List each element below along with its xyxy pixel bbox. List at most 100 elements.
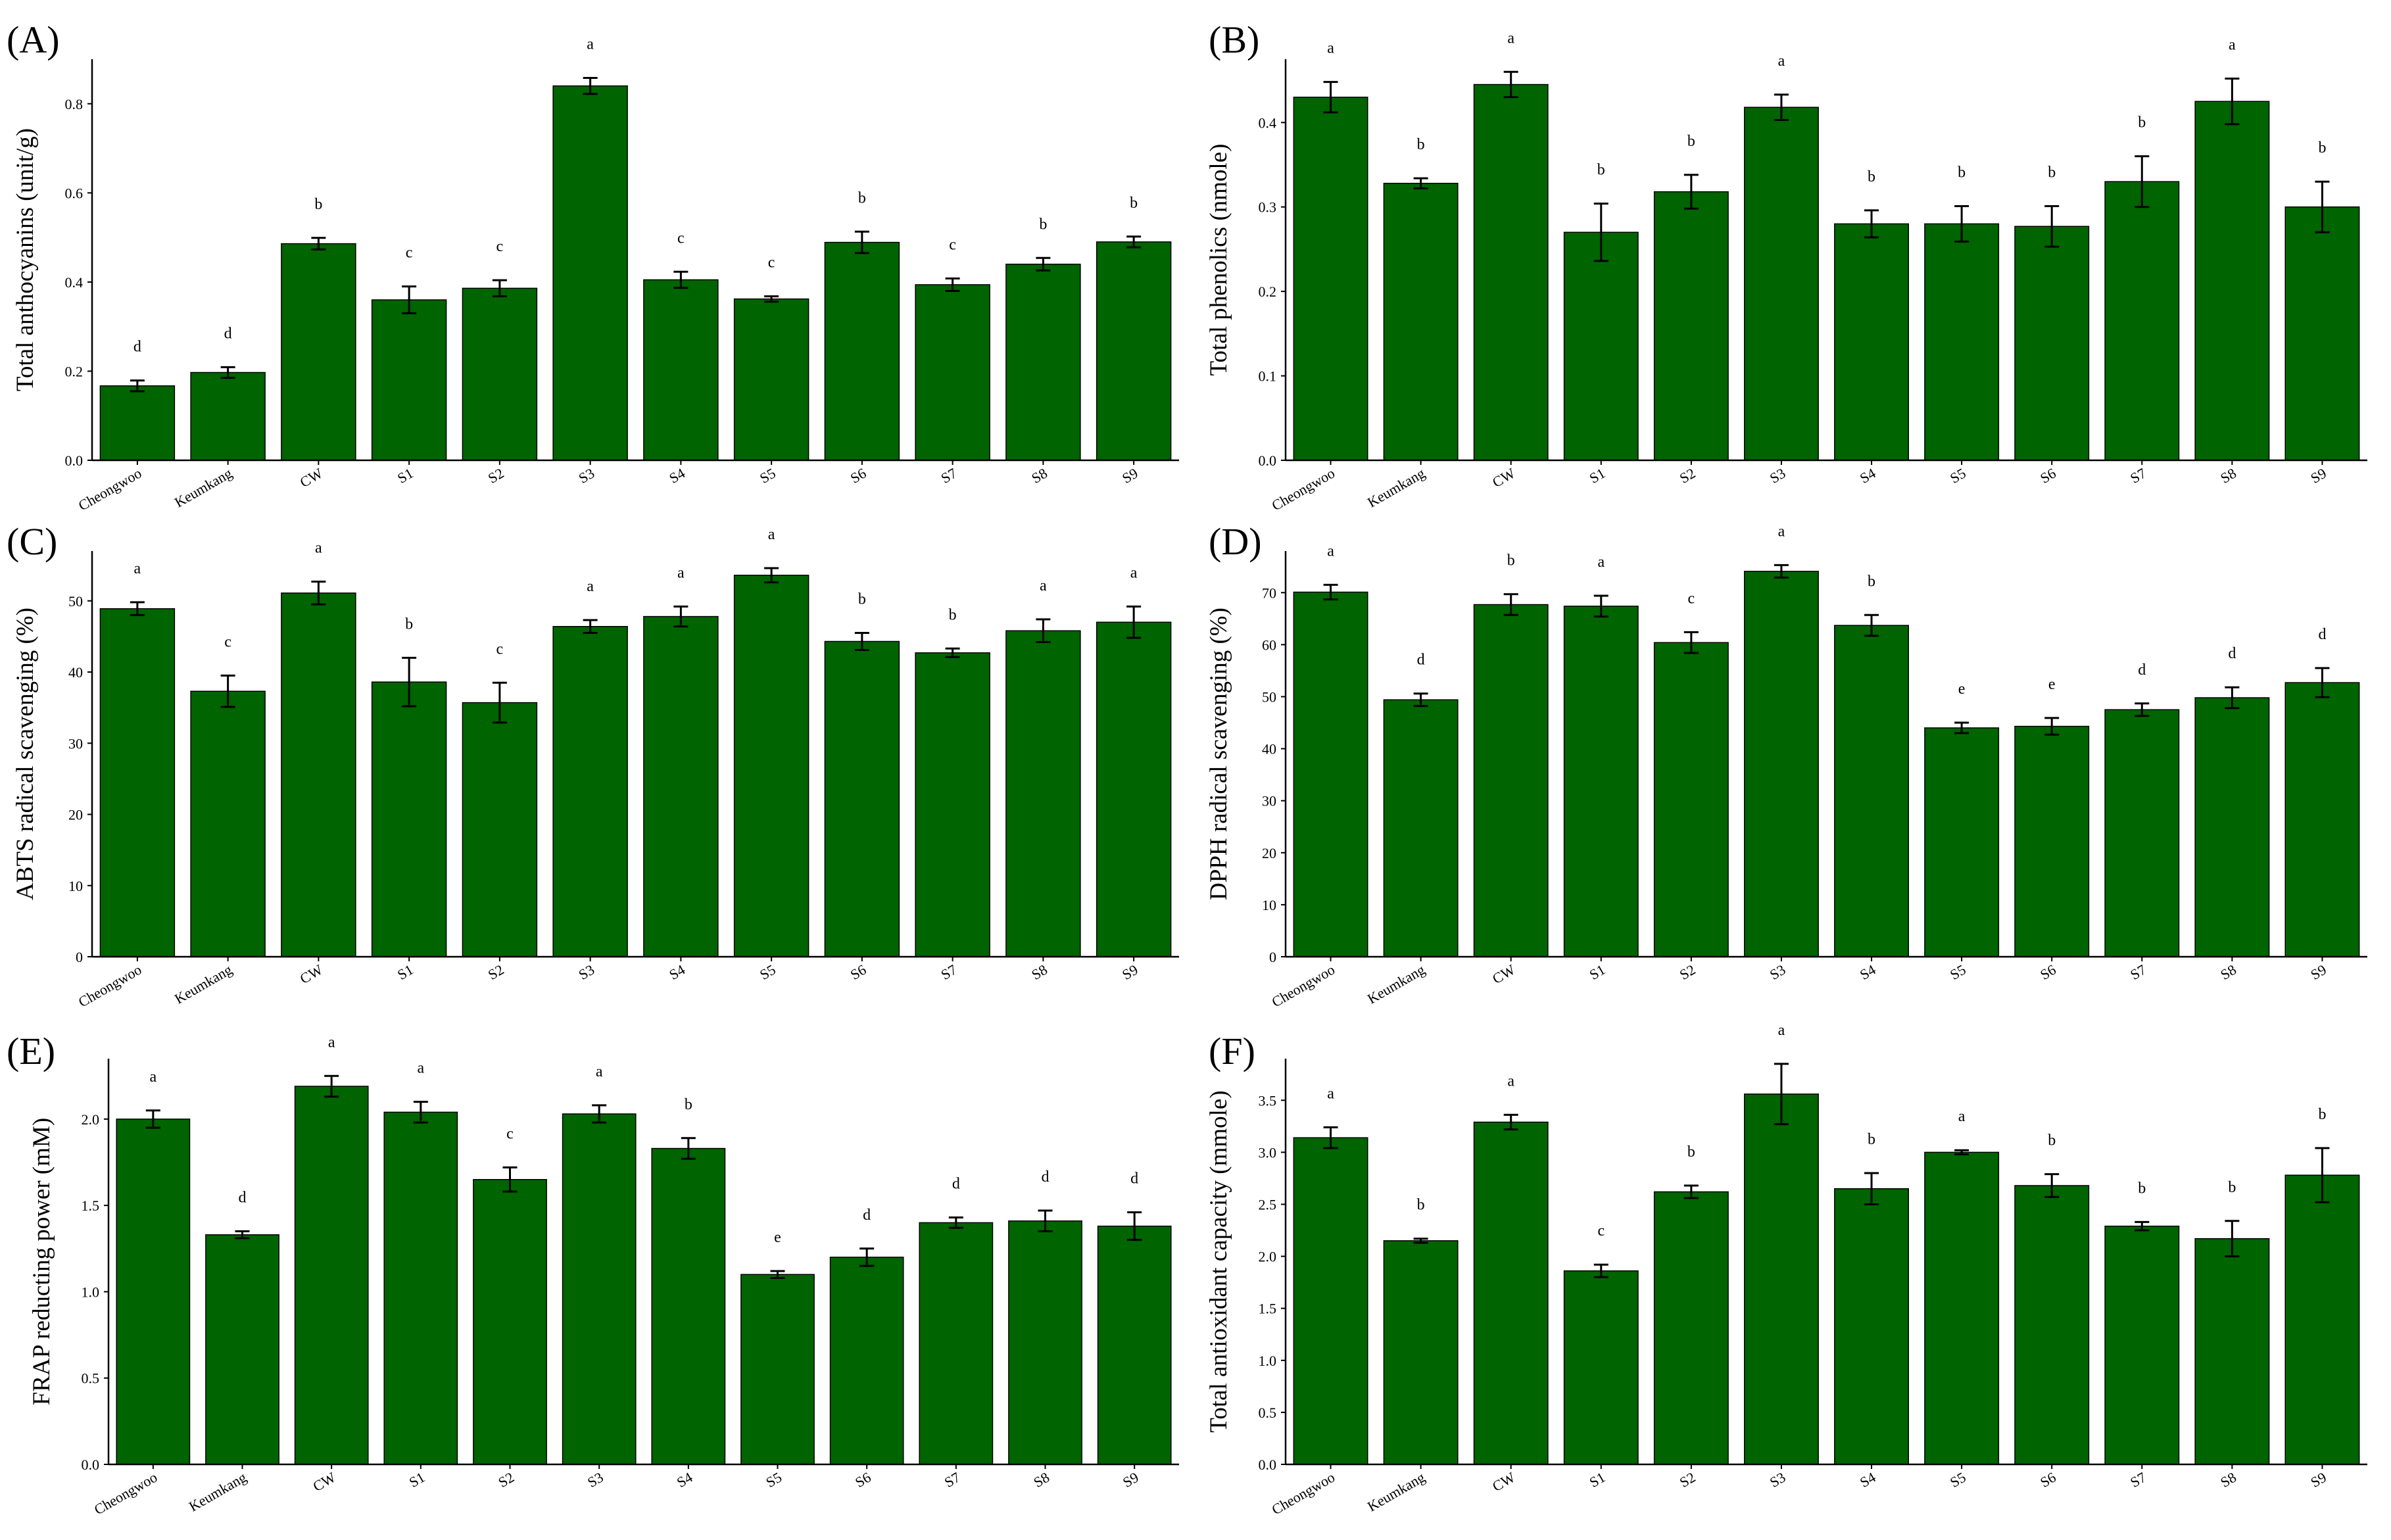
y-tick-label: 30	[68, 735, 83, 752]
error-bar	[492, 681, 507, 724]
error-bar	[2044, 1173, 2060, 1198]
error-bar	[324, 1074, 339, 1098]
bar-Cheongwoo	[1293, 591, 1368, 957]
significance-label: d	[2138, 662, 2146, 679]
error-bar	[1503, 70, 1518, 99]
x-tick-label: S7	[942, 1469, 963, 1491]
x-tick-label: Keumkang	[172, 465, 235, 511]
error-bar	[1774, 1063, 1789, 1126]
y-tick-label: 2.0	[82, 1111, 100, 1128]
x-tick-label: S5	[763, 1469, 785, 1491]
error-bar	[1323, 1126, 1338, 1149]
significance-label: a	[1778, 523, 1785, 540]
significance-label: a	[418, 1060, 425, 1077]
bar-S2	[462, 702, 538, 957]
error-bar	[1774, 93, 1789, 121]
y-tick-label: 0.0	[1259, 1456, 1277, 1473]
significance-label: b	[1417, 1197, 1425, 1214]
significance-label: a	[2229, 37, 2236, 54]
y-tick-label: 30	[1262, 793, 1276, 809]
bar-S2	[473, 1179, 547, 1465]
error-bar	[673, 270, 688, 289]
x-tick-label: S9	[2307, 465, 2329, 487]
bar-S8	[1005, 630, 1081, 957]
bar-CW	[281, 243, 356, 461]
significance-label: b	[405, 615, 413, 633]
chart-panel-4: (E) a Cheongwoo d Keumkang a CW a S1 c S2 a S3 b S4 e S5…	[7, 1030, 1179, 1518]
error-bar	[2225, 1220, 2240, 1258]
bar-S3	[552, 85, 628, 461]
y-tick-label: 0.2	[65, 363, 84, 379]
bar-S7	[2104, 181, 2180, 461]
significance-label: b	[1417, 136, 1425, 153]
error-bar	[1683, 174, 1699, 210]
error-bar	[402, 285, 417, 314]
error-bar	[2315, 1147, 2330, 1203]
bar-S5	[1924, 223, 2000, 461]
chart-panel-2: (C) a Cheongwoo c Keumkang a CW b S1 c S2 a S3 a S4 a S5…	[7, 520, 1179, 1010]
error-bar	[1413, 1238, 1428, 1244]
significance-label: b	[2048, 1132, 2056, 1149]
bar-S4	[1834, 1188, 1909, 1465]
y-tick-label: 20	[68, 807, 83, 823]
bar-Keumkang	[1383, 183, 1459, 461]
bar-S8	[2194, 697, 2270, 957]
significance-label: d	[1130, 1170, 1138, 1188]
bar-S3	[552, 625, 628, 957]
x-tick-label: S7	[938, 961, 959, 983]
bar-S9	[2284, 682, 2360, 957]
bar-S4	[1834, 223, 1909, 461]
y-tick-label: 0	[76, 949, 83, 965]
bar-S1	[1563, 1270, 1639, 1465]
error-bar	[945, 647, 960, 658]
x-tick-label: S1	[406, 1469, 428, 1491]
bar-S3	[1744, 1094, 1819, 1465]
y-tick-label: 0.1	[1259, 368, 1277, 385]
significance-label: c	[949, 236, 956, 253]
bar-CW	[1473, 84, 1549, 461]
y-tick-label: 0.6	[65, 185, 84, 201]
y-tick-label: 2.0	[1259, 1249, 1277, 1265]
significance-label: a	[768, 526, 775, 543]
bar-CW	[281, 592, 356, 957]
x-tick-label: S6	[2037, 961, 2059, 983]
significance-label: a	[587, 578, 594, 595]
y-tick-label: 0.4	[1259, 114, 1277, 131]
significance-label: a	[1327, 1085, 1334, 1102]
significance-label: c	[406, 245, 413, 262]
x-tick-label: S1	[1587, 1469, 1608, 1491]
significance-label: a	[1130, 564, 1138, 581]
significance-label: b	[1597, 162, 1605, 179]
error-bar	[1593, 203, 1608, 262]
x-tick-label: S9	[1120, 1469, 1142, 1491]
chart-panel-1: (B) aCheongwoobKeumkangaCWbS1bS2aS3bS4bS5…	[1205, 18, 2367, 514]
bar-S8	[2194, 1238, 2270, 1465]
y-tick-label: 0.0	[1259, 452, 1277, 469]
error-bar	[673, 605, 688, 628]
bar-S5	[740, 1274, 815, 1465]
bar-S6	[2014, 226, 2090, 461]
significance-label: d	[2228, 645, 2236, 662]
y-tick-label: 50	[1262, 688, 1276, 705]
bar-Cheongwoo	[99, 608, 176, 957]
y-tick-label: 3.5	[1259, 1092, 1277, 1109]
significance-label: d	[239, 1190, 247, 1207]
y-tick-label: 70	[1262, 585, 1276, 601]
significance-label: d	[224, 325, 232, 342]
x-tick-label: S8	[1028, 961, 1050, 983]
panel-label: (D)	[1209, 520, 1262, 563]
x-tick-label: S2	[495, 1469, 517, 1491]
bar-S8	[1005, 264, 1081, 461]
x-tick-label: CW	[1489, 961, 1518, 987]
panel-label: (B)	[1209, 18, 1259, 61]
error-bar	[1413, 692, 1428, 708]
error-bar	[1036, 256, 1051, 272]
error-bar	[2135, 1220, 2150, 1232]
significance-label: e	[2048, 676, 2056, 693]
x-tick-label: S4	[1857, 465, 1879, 487]
significance-label: b	[1130, 195, 1138, 212]
bar-CW	[294, 1086, 369, 1465]
error-bar	[1413, 177, 1428, 189]
significance-label: b	[2138, 114, 2146, 132]
x-tick-label: S2	[1677, 465, 1699, 487]
